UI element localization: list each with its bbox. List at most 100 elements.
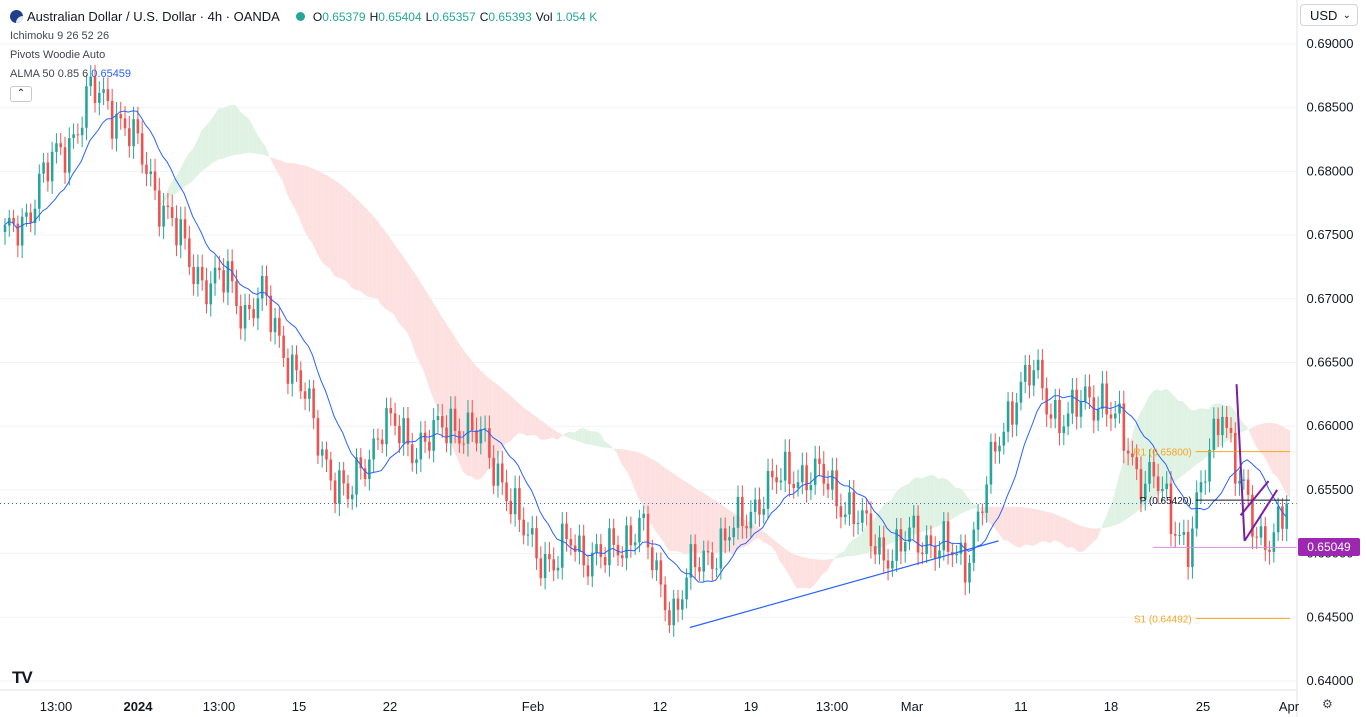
- candle-body: [1083, 386, 1087, 402]
- chart-legend: Australian Dollar / U.S. Dollar · 4h · O…: [10, 7, 601, 102]
- candle-body: [1101, 383, 1104, 409]
- candle-body: [573, 545, 577, 552]
- candle-body: [796, 482, 800, 488]
- cloud-segment: [668, 470, 673, 551]
- cloud-segment: [291, 163, 296, 210]
- cloud-segment: [707, 495, 712, 551]
- candle-body: [205, 280, 208, 305]
- cloud-segment: [921, 476, 926, 533]
- time-axis: 13:00 2024 13:00 15 22 Feb 12 19 13:00 Mar 11 18 25 A…: [0, 689, 1300, 714]
- candle-body: [488, 428, 491, 458]
- candle-body: [363, 468, 367, 480]
- cloud-segment: [591, 431, 596, 446]
- candle-body: [1186, 531, 1190, 568]
- cloud-segment: [1277, 424, 1282, 485]
- candle-body: [1285, 503, 1288, 529]
- candle-body: [565, 523, 568, 540]
- volume-key: Vol: [535, 9, 553, 24]
- cloud-segment: [784, 548, 789, 574]
- cloud-segment: [672, 472, 678, 552]
- cloud-segment: [788, 551, 793, 582]
- candle-body: [693, 544, 697, 568]
- cloud-segment: [128, 225, 133, 229]
- pivot-label-r1: R1 (0.65800): [1133, 448, 1191, 459]
- cloud-segment: [1024, 507, 1029, 545]
- candle-body: [440, 416, 444, 428]
- candle-body: [1251, 494, 1254, 537]
- currency-select[interactable]: USD ⌄: [1300, 4, 1358, 26]
- cloud-segment: [634, 451, 639, 499]
- candle-body: [16, 223, 20, 246]
- candle-body: [479, 429, 483, 444]
- cloud-segment: [556, 431, 562, 440]
- candle-body: [462, 443, 465, 445]
- candle-body: [590, 552, 594, 577]
- candle-body: [548, 554, 551, 560]
- cloud-segment: [381, 226, 386, 309]
- time-tick-label: 12: [653, 699, 667, 714]
- candle-body: [1238, 480, 1241, 484]
- candle-body: [856, 522, 860, 525]
- cloud-segment: [681, 478, 686, 555]
- candle-body: [248, 305, 251, 310]
- cloud-segment: [989, 506, 995, 528]
- candle-body: [496, 463, 500, 486]
- candle-body: [1126, 450, 1130, 454]
- cloud-segment: [368, 210, 373, 298]
- candle-body: [1049, 414, 1053, 419]
- indicator-alma[interactable]: ALMA 50 0.85 6 0.65459: [10, 64, 601, 83]
- candle-body: [1221, 416, 1224, 436]
- candle-body: [779, 480, 783, 483]
- cloud-segment: [1165, 388, 1170, 489]
- candle-body: [350, 494, 354, 500]
- pivot-label-p: P (0.65420): [1140, 496, 1192, 507]
- cloud-segment: [552, 429, 557, 440]
- candle-body: [265, 276, 268, 296]
- legend-title-row: Australian Dollar / U.S. Dollar · 4h · O…: [10, 7, 601, 26]
- candle-body: [728, 537, 731, 541]
- time-tick-label: Apr: [1279, 699, 1300, 714]
- cloud-segment: [415, 274, 420, 364]
- candle-body: [543, 554, 547, 579]
- ohlc-low-key: L: [425, 9, 433, 24]
- cloud-segment: [1204, 408, 1209, 460]
- time-tick-label: Feb: [522, 699, 544, 714]
- candle-body: [608, 528, 611, 566]
- cloud-segment: [274, 158, 279, 174]
- candle-body: [98, 92, 101, 103]
- indicator-pivots[interactable]: Pivots Woodie Auto: [10, 45, 601, 64]
- candle-body: [818, 458, 821, 464]
- cloud-segment: [312, 168, 317, 254]
- cloud-segment: [299, 164, 305, 231]
- candle-body: [1122, 403, 1126, 451]
- cloud-segment: [677, 476, 682, 553]
- gear-icon[interactable]: ⚙: [1322, 697, 1333, 711]
- candle-body: [1148, 462, 1151, 484]
- candle-body: [530, 528, 534, 535]
- candle-body: [140, 133, 144, 165]
- indicator-ichimoku[interactable]: Ichimoku 9 26 52 26: [10, 26, 601, 45]
- cloud-segment: [188, 149, 193, 185]
- candle-body: [342, 470, 345, 484]
- candle-body: [406, 418, 410, 445]
- cloud-segment: [1242, 422, 1248, 432]
- cloud-segment: [1045, 511, 1050, 544]
- candle-body: [119, 114, 123, 119]
- cloud-segment: [951, 482, 956, 520]
- cloud-segment: [192, 141, 197, 182]
- cloud-segment: [496, 384, 502, 459]
- cloud-segment: [827, 559, 832, 572]
- collapse-legend-button[interactable]: ⌃: [10, 86, 32, 102]
- price-tick-label: 0.64500: [1307, 609, 1354, 624]
- candle-body: [681, 599, 684, 610]
- candle-body: [1225, 416, 1228, 428]
- cloud-segment: [659, 463, 665, 543]
- candle-body: [436, 416, 440, 421]
- candle-body: [1011, 401, 1014, 425]
- cloud-segment: [1114, 477, 1119, 526]
- cloud-segment: [338, 182, 343, 280]
- candle-body: [651, 547, 654, 571]
- cloud-segment: [861, 526, 866, 555]
- tradingview-logo[interactable]: TV: [12, 668, 33, 687]
